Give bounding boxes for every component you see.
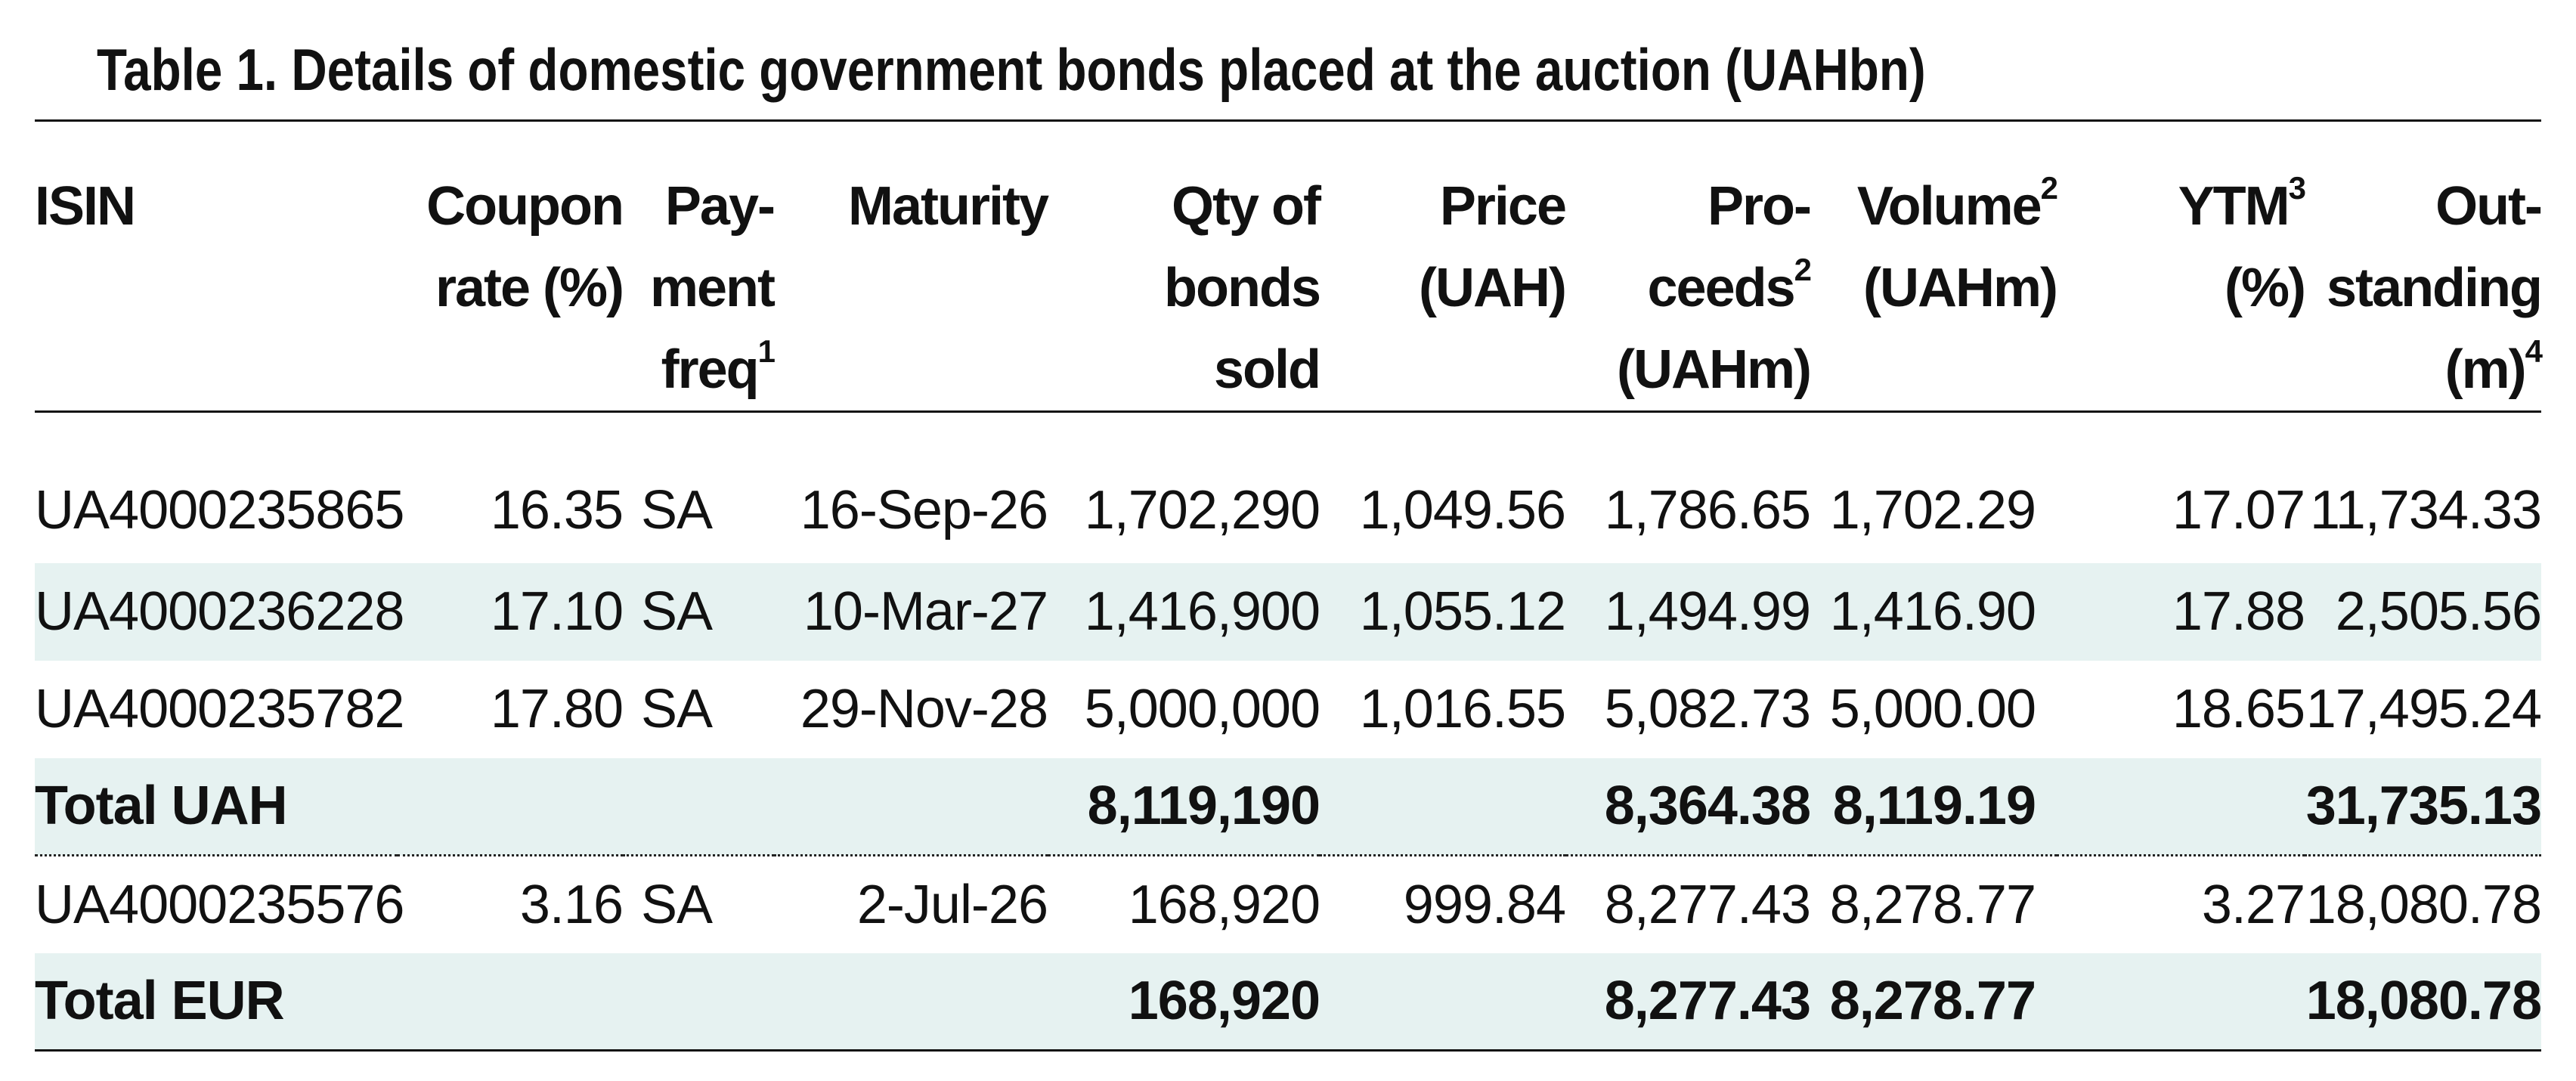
- col-header-qty: Qty of bonds sold: [1164, 176, 1321, 400]
- cell-isin: UA4000236228: [35, 562, 404, 661]
- table-row: UA4000235782 17.80 SA 29-Nov-28 5,000,00…: [35, 661, 2542, 758]
- cell-maturity: [774, 952, 1048, 1051]
- cell-freq: [623, 952, 774, 1051]
- cell-volume: 5,000.00: [1829, 679, 2036, 739]
- cell-maturity: 29-Nov-28: [800, 679, 1048, 739]
- cell-ytm: [2057, 952, 2305, 1051]
- cell-coupon: 17.10: [398, 562, 624, 661]
- cell-qty: 168,920: [1128, 874, 1321, 935]
- cell-price: 1,049.56: [1359, 480, 1566, 541]
- cell-outstanding: 18,080.78: [2305, 952, 2542, 1051]
- cell-ytm: 17.88: [2057, 562, 2305, 661]
- total-row-uah: Total UAH 8,119,190 8,364.38 8,119.19 31…: [35, 757, 2542, 856]
- col-header-maturity: Maturity: [847, 176, 1049, 237]
- cell-price: 1,055.12: [1320, 562, 1566, 661]
- cell-volume: 8,119.19: [1810, 757, 2057, 856]
- cell-isin: UA4000235576: [35, 874, 404, 935]
- table-title: Table 1. Details of domestic government …: [97, 36, 1926, 103]
- cell-freq: [623, 757, 774, 856]
- cell-coupon: 16.35: [490, 480, 624, 541]
- bonds-table: ISIN Coupon rate (%) Pay-ment freq1 Maturi…: [35, 122, 2543, 1052]
- cell-ytm: [2057, 757, 2305, 856]
- cell-total-label: Total UAH: [35, 757, 398, 856]
- cell-volume: 1,416.90: [1810, 562, 2057, 661]
- col-header-outstanding: Out-standing (m)4: [2327, 176, 2543, 400]
- cell-isin: UA4000235865: [35, 480, 404, 541]
- cell-maturity: 10-Mar-27: [774, 562, 1048, 661]
- header-row: ISIN Coupon rate (%) Pay-ment freq1 Maturi…: [35, 122, 2543, 412]
- cell-freq: SA: [641, 480, 713, 541]
- col-header-isin: ISIN: [35, 176, 136, 237]
- table-row: UA4000235865 16.35 SA 16-Sep-26 1,702,29…: [35, 412, 2542, 563]
- cell-outstanding: 18,080.78: [2305, 874, 2542, 935]
- cell-total-label: Total EUR: [35, 952, 398, 1051]
- cell-outstanding: 11,734.33: [2310, 480, 2542, 541]
- cell-qty: 1,702,290: [1084, 480, 1321, 541]
- cell-ytm: 17.07: [2172, 480, 2305, 541]
- cell-isin: UA4000235782: [35, 679, 404, 739]
- cell-qty: 1,416,900: [1048, 562, 1321, 661]
- col-header-ytm: YTM3 (%): [2178, 170, 2306, 318]
- cell-maturity: 16-Sep-26: [800, 480, 1048, 541]
- cell-coupon: [398, 757, 623, 856]
- cell-proceeds: 8,277.43: [1604, 874, 1811, 935]
- table-row: UA4000236228 17.10 SA 10-Mar-27 1,416,90…: [35, 562, 2542, 661]
- cell-proceeds: 1,494.99: [1565, 562, 1811, 661]
- cell-qty: 168,920: [1048, 952, 1321, 1051]
- cell-freq: SA: [623, 562, 774, 661]
- col-header-volume: Volume2 (UAHm): [1856, 170, 2058, 318]
- cell-outstanding: 17,495.24: [2305, 679, 2542, 739]
- cell-volume: 1,702.29: [1829, 480, 2036, 541]
- cell-ytm: 18.65: [2172, 679, 2305, 739]
- cell-qty: 8,119,190: [1048, 757, 1321, 856]
- cell-proceeds: 1,786.65: [1604, 480, 1811, 541]
- cell-ytm: 3.27: [2201, 874, 2305, 935]
- cell-price: 999.84: [1403, 874, 1566, 935]
- cell-outstanding: 2,505.56: [2305, 562, 2542, 661]
- top-rule: [35, 119, 2541, 122]
- cell-coupon: 3.16: [519, 874, 624, 935]
- cell-proceeds: 8,364.38: [1565, 757, 1811, 856]
- cell-freq: SA: [641, 679, 713, 739]
- cell-maturity: 2-Jul-26: [856, 874, 1048, 935]
- cell-price: [1320, 757, 1565, 856]
- col-header-proceeds: Pro-ceeds2 (UAHm): [1617, 176, 1812, 400]
- cell-maturity: [774, 757, 1048, 856]
- col-header-payment-freq: Pay-ment freq1: [649, 176, 776, 400]
- total-row-eur: Total EUR 168,920 8,277.43 8,278.77 18,0…: [35, 952, 2542, 1051]
- col-header-price: Price (UAH): [1419, 176, 1567, 318]
- cell-qty: 5,000,000: [1084, 679, 1321, 739]
- cell-proceeds: 5,082.73: [1604, 679, 1811, 739]
- cell-volume: 8,278.77: [1810, 952, 2057, 1051]
- col-header-coupon: Coupon rate (%): [426, 176, 624, 318]
- cell-freq: SA: [641, 874, 713, 935]
- table-row: UA4000235576 3.16 SA 2-Jul-26 168,920 99…: [35, 856, 2542, 953]
- cell-volume: 8,278.77: [1829, 874, 2036, 935]
- cell-coupon: 17.80: [490, 679, 624, 739]
- cell-outstanding: 31,735.13: [2305, 757, 2542, 856]
- cell-coupon: [398, 952, 623, 1051]
- cell-price: 1,016.55: [1359, 679, 1566, 739]
- cell-proceeds: 8,277.43: [1565, 952, 1811, 1051]
- cell-price: [1320, 952, 1565, 1051]
